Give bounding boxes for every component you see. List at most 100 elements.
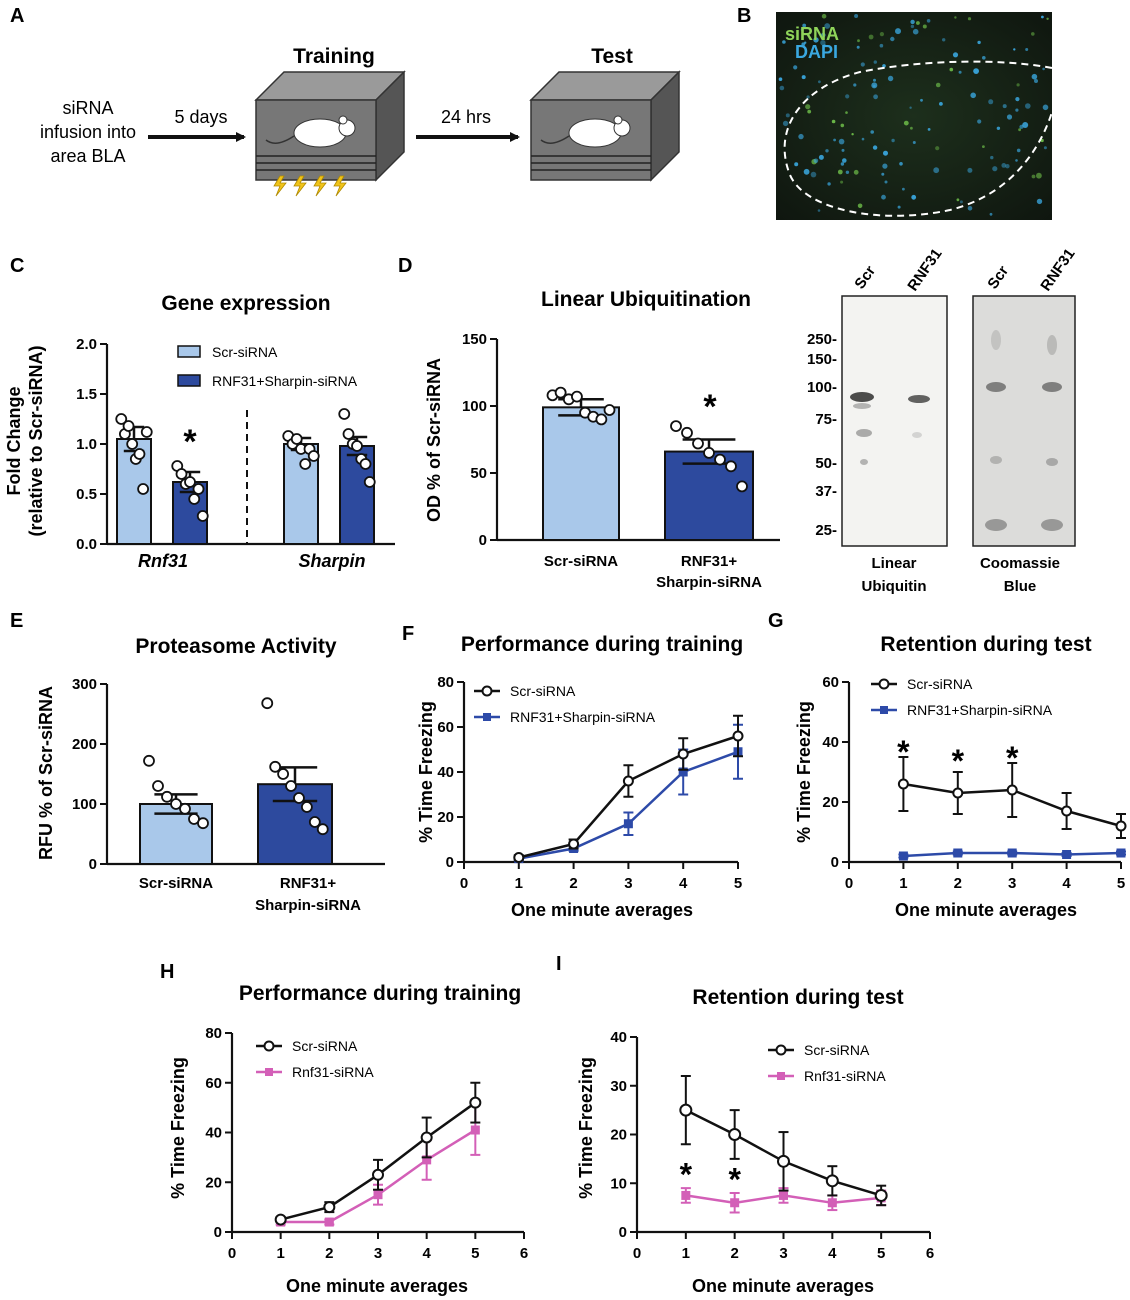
data-point: [595, 413, 608, 426]
data-point: [1006, 784, 1018, 796]
data-point: [714, 453, 726, 466]
data-point: [779, 1190, 788, 1200]
data-point: [137, 483, 150, 495]
nucleus-dot: [1036, 172, 1042, 179]
nucleus-dot: [1016, 83, 1020, 87]
nucleus-dot: [912, 141, 916, 144]
y-tick-label: 20: [610, 1127, 627, 1144]
data-point: [679, 1103, 693, 1117]
data-point: [290, 433, 303, 445]
nucleus-dot: [1042, 67, 1045, 71]
blot-linear-ubiquitin: [841, 295, 948, 547]
nucleus-dot: [805, 104, 811, 110]
blot-caption-2a: Coomassie: [980, 555, 1060, 572]
nucleus-dot: [804, 41, 807, 44]
nucleus-dot: [872, 145, 878, 150]
nucleus-dot: [1019, 124, 1024, 129]
mw-marker: 100-: [807, 379, 837, 396]
legend-label-scr: Scr-siRNA: [907, 676, 973, 692]
data-point: [192, 483, 205, 495]
nucleus-dot: [820, 40, 826, 46]
significance-asterisk: *: [680, 1157, 693, 1193]
nucleus-dot: [794, 162, 799, 167]
y-tick-label: 0: [479, 532, 487, 549]
data-point: [736, 480, 748, 493]
legend-label-scr: Scr-siRNA: [510, 683, 576, 699]
data-point: [568, 838, 580, 850]
data-point: [603, 404, 616, 416]
nucleus-dot: [935, 146, 940, 151]
shock-icon: [273, 175, 347, 197]
nucleus-dot: [933, 167, 940, 174]
nucleus-dot: [996, 126, 1001, 130]
nucleus-dot: [1001, 163, 1007, 168]
nucleus-dot: [1005, 164, 1010, 169]
nucleus-dot: [845, 170, 850, 174]
nucleus-dot: [989, 212, 993, 216]
significance-asterisk: *: [1006, 740, 1019, 776]
blot-coomassie: [972, 295, 1076, 547]
y-axis-label-h: % Time Freezing: [168, 1057, 188, 1199]
x-axis-label-h: One minute averages: [286, 1276, 468, 1296]
y-tick-label: 0: [214, 1224, 222, 1241]
panel-label-h: H: [160, 961, 174, 983]
data-point: [952, 787, 964, 799]
category-label-e-scr: Scr-siRNA: [139, 875, 213, 892]
data-point: [316, 823, 329, 836]
nucleus-dot: [785, 113, 790, 118]
nucleus-dot: [873, 60, 877, 64]
nucleus-dot: [954, 16, 957, 19]
data-point: [363, 476, 376, 488]
nucleus-dot: [910, 19, 915, 25]
nucleus-dot: [1002, 104, 1007, 109]
y-tick-label: 20: [437, 809, 454, 826]
chart-title-g: Retention during test: [880, 633, 1091, 656]
y-tick-label: 0: [446, 854, 454, 871]
blot-bands-1: [850, 392, 930, 465]
nucleus-dot: [890, 36, 895, 42]
nucleus-dot: [801, 75, 806, 80]
lane-label-scr-1: Scr: [851, 263, 879, 293]
legend-c: Scr-siRNA RNF31+Sharpin-siRNA: [177, 344, 358, 389]
y-tick-label: 0: [619, 1224, 627, 1241]
dapi-nuclei: [778, 13, 1049, 216]
y-tick-label: 2.0: [76, 336, 97, 353]
nucleus-dot: [857, 203, 863, 209]
y-tick-label: 50: [470, 465, 487, 482]
nucleus-dot: [891, 138, 895, 143]
nucleus-dot: [1043, 146, 1047, 150]
x-tick-label: 4: [828, 1245, 837, 1262]
x-tick-label: 2: [569, 875, 577, 892]
nucleus-dot: [837, 169, 843, 175]
nucleus-dot: [884, 180, 888, 184]
data-point: [170, 798, 182, 810]
nucleus-dot: [967, 167, 973, 173]
data-point: [359, 458, 372, 470]
nucleus-dot: [782, 120, 789, 127]
panel-g: G Retention during test % Time Freezing …: [768, 610, 1127, 920]
nucleus-dot: [870, 130, 874, 134]
legend-swatch-scr: [177, 345, 201, 358]
nucleus-dot: [952, 52, 959, 58]
significance-asterisk: *: [703, 388, 717, 426]
x-tick-label: 3: [374, 1245, 382, 1262]
y-tick-label: 1.5: [76, 386, 97, 403]
data-point: [115, 413, 128, 425]
y-axis-label-g: % Time Freezing: [794, 701, 814, 843]
nucleus-dot: [942, 38, 946, 42]
data-point: [323, 1201, 336, 1214]
y-tick-label: 60: [437, 719, 454, 736]
nucleus-dot: [779, 85, 785, 91]
data-point: [196, 510, 209, 522]
chart-title-e: Proteasome Activity: [135, 635, 336, 658]
y-tick-label: 1.0: [76, 436, 97, 453]
nucleus-dot: [927, 127, 931, 131]
blot-caption-1a: Linear: [871, 555, 916, 572]
nucleus-dot: [840, 162, 845, 166]
nucleus-dot: [887, 75, 894, 82]
x-axis-label-i: One minute averages: [692, 1276, 874, 1296]
category-label-e-rnf-2: Sharpin-siRNA: [255, 897, 361, 914]
nucleus-dot: [1042, 104, 1049, 111]
x-tick-label: 6: [520, 1245, 528, 1262]
